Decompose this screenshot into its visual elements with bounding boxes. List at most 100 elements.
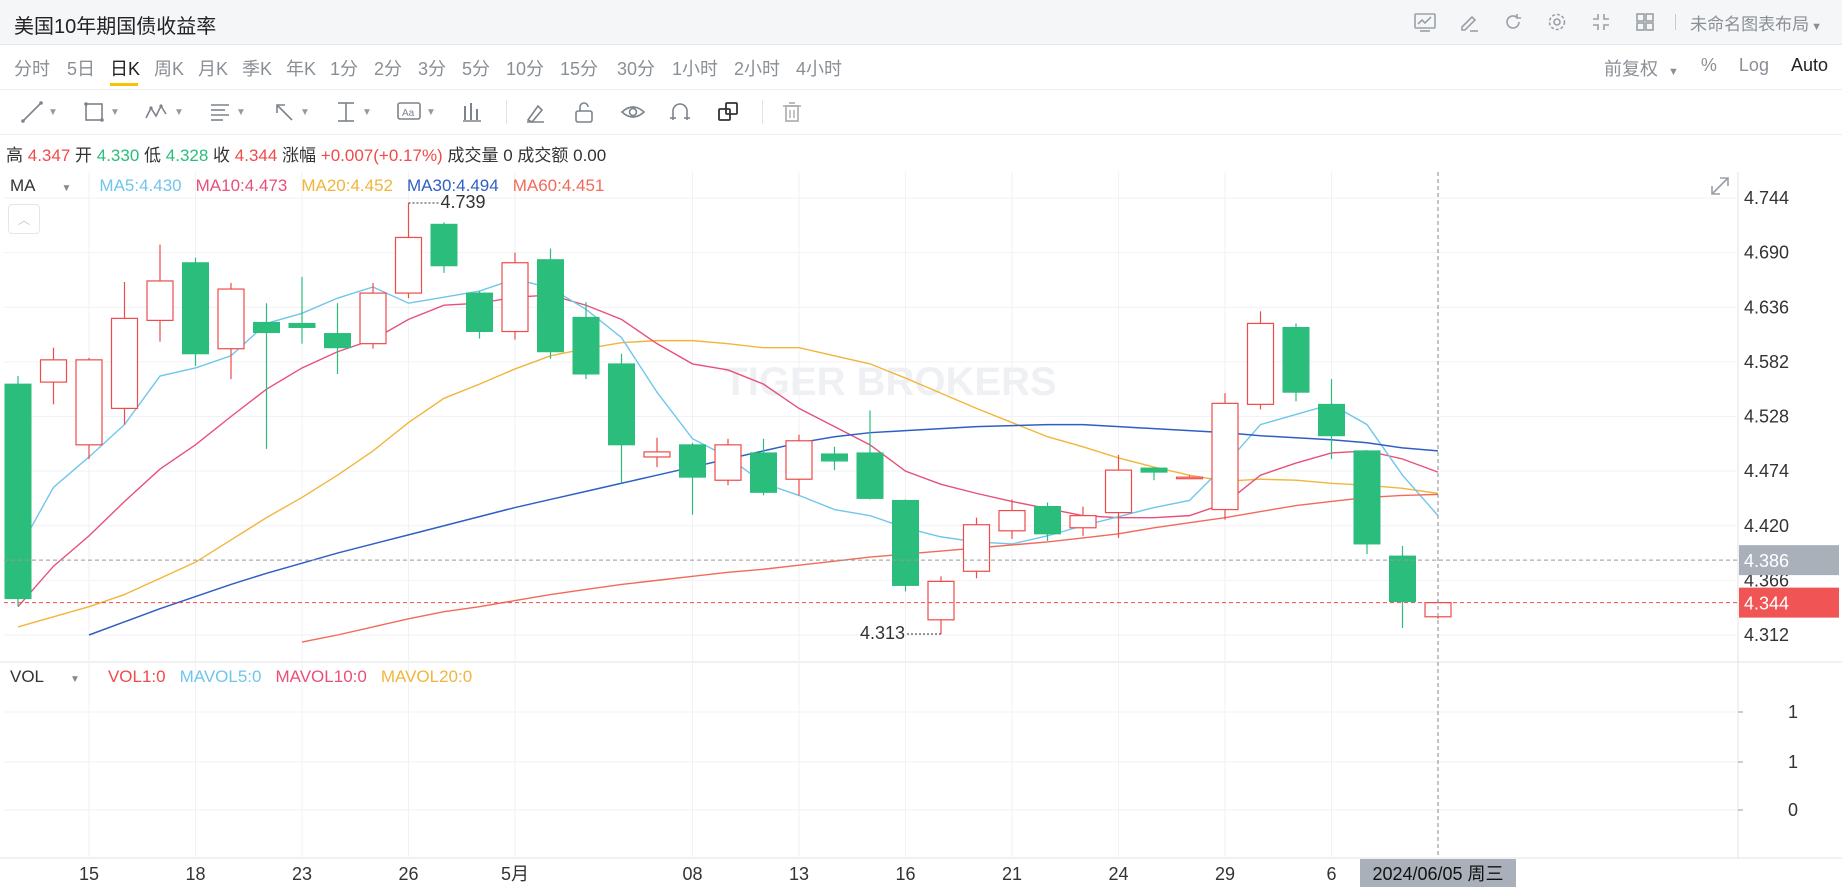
candle-body-up bbox=[643, 451, 671, 458]
auto-toggle[interactable]: Auto bbox=[1790, 55, 1828, 75]
expand-icon bbox=[1711, 177, 1729, 195]
period-tab[interactable]: 1分 bbox=[330, 59, 359, 79]
edit-icon[interactable] bbox=[1455, 8, 1483, 36]
period-tab[interactable]: 周K bbox=[154, 59, 185, 79]
trendline-tool[interactable]: ▼ bbox=[20, 98, 58, 126]
date-tick-label: 13 bbox=[789, 864, 809, 884]
candle-body-up bbox=[1104, 469, 1133, 514]
svg-text:Aa: Aa bbox=[402, 108, 415, 119]
price-tick-label: 4.312 bbox=[1744, 625, 1789, 645]
magnet-icon bbox=[670, 103, 690, 120]
period-tab[interactable]: 4小时 bbox=[796, 59, 843, 79]
period-tab[interactable]: 年K bbox=[286, 59, 317, 79]
date-tick-label: 26 bbox=[398, 864, 418, 884]
adjust-label: 前复权 bbox=[1604, 59, 1659, 79]
date-tick-label: 21 bbox=[1002, 864, 1022, 884]
price-tick-label: 4.582 bbox=[1744, 352, 1789, 372]
collapse-legend-button[interactable]: ︿ bbox=[8, 204, 40, 234]
bar-pattern-tool[interactable] bbox=[460, 98, 484, 126]
ma-indicator-selector[interactable]: MA ▼ bbox=[10, 176, 85, 196]
period-tab[interactable]: 分时 bbox=[14, 59, 50, 79]
delete-tool[interactable] bbox=[780, 98, 804, 126]
candle-body-down bbox=[1318, 403, 1345, 437]
candle-body-up bbox=[1175, 476, 1204, 480]
lock-tool[interactable] bbox=[572, 98, 596, 126]
period-tab[interactable]: 2小时 bbox=[734, 59, 781, 79]
period-tab[interactable]: 3分 bbox=[418, 59, 447, 79]
vol1-value: VOL1:0 bbox=[107, 667, 166, 686]
visibility-tool[interactable] bbox=[620, 98, 646, 126]
period-tab[interactable]: 30分 bbox=[617, 59, 656, 79]
layout-grid-icon[interactable] bbox=[1631, 8, 1659, 36]
candle-body-up bbox=[146, 280, 174, 322]
change-value: +0.007(+0.17%) bbox=[320, 146, 443, 165]
adjust-selector[interactable]: 前复权 ▼ bbox=[1582, 55, 1679, 81]
drawing-toolbar: ▼ ▼ ▼ ▼ ▼ ▼ Aa ▼ bbox=[0, 90, 1842, 135]
log-toggle[interactable]: Log bbox=[1738, 55, 1769, 75]
refresh-icon[interactable] bbox=[1499, 8, 1527, 36]
period-tab[interactable]: 5日 bbox=[67, 59, 96, 79]
last-price-tag bbox=[1739, 587, 1839, 618]
indicator-icon[interactable] bbox=[1411, 8, 1439, 36]
period-tab[interactable]: 10分 bbox=[506, 59, 545, 79]
period-tab[interactable]: 2分 bbox=[374, 59, 403, 79]
measure-tool[interactable]: ▼ bbox=[334, 98, 372, 126]
vol-name: VOL bbox=[10, 667, 45, 686]
period-tab[interactable]: 月K bbox=[198, 59, 229, 79]
candle-body-up bbox=[714, 444, 742, 481]
candle-body-up bbox=[962, 524, 991, 572]
period-tab[interactable]: 季K bbox=[242, 59, 273, 79]
crosshair-date-tag bbox=[1360, 859, 1516, 887]
period-tab[interactable]: 1小时 bbox=[672, 59, 719, 79]
magnet-tool[interactable] bbox=[668, 98, 692, 126]
period-bar: 分时 5日 日K 周K 月K 季K 年K 1分 2分 3分 5分 10分 15分… bbox=[0, 45, 1842, 90]
period-tab[interactable]: 15分 bbox=[560, 59, 599, 79]
candle-body-up bbox=[394, 236, 423, 294]
fibonacci-icon bbox=[211, 104, 229, 121]
settings-icon[interactable] bbox=[1543, 8, 1571, 36]
candle-body-down bbox=[679, 444, 706, 478]
price-tick-label: 4.690 bbox=[1744, 243, 1789, 263]
crosshair-date-text: 2024/06/05 周三 bbox=[1372, 864, 1503, 884]
mavol20-value: MAVOL20:0 bbox=[380, 667, 473, 686]
low-label: 低 bbox=[144, 146, 162, 165]
ma5-value: MA5:4.430 bbox=[99, 176, 182, 195]
layout-selector[interactable]: 未命名图表布局 ▼ bbox=[1690, 10, 1822, 35]
open-value: 4.330 bbox=[96, 146, 140, 165]
percent-toggle[interactable]: % bbox=[1700, 55, 1717, 75]
candle-body-down bbox=[4, 383, 32, 600]
candle-body-down bbox=[608, 363, 635, 446]
last-price-text: 4.344 bbox=[1744, 594, 1789, 614]
candle-body-down bbox=[253, 321, 280, 334]
unlock-icon bbox=[575, 102, 593, 123]
candle-body-down bbox=[1282, 326, 1310, 393]
high-value: 4.347 bbox=[27, 146, 71, 165]
ma60-line bbox=[301, 493, 1439, 643]
candle-body-down bbox=[892, 499, 919, 586]
toolbar-divider bbox=[1675, 14, 1677, 30]
candle-body-up bbox=[217, 288, 245, 350]
crosshair-price-text: 4.386 bbox=[1744, 551, 1789, 571]
fullscreen-icon[interactable] bbox=[1587, 8, 1615, 36]
date-tick-label: 08 bbox=[682, 864, 702, 884]
pattern-tool[interactable]: ▼ bbox=[144, 98, 184, 126]
change-label: 涨幅 bbox=[282, 146, 317, 165]
date-tick-label: 15 bbox=[79, 864, 99, 884]
vol-indicator-selector[interactable]: VOL ▼ bbox=[10, 667, 94, 687]
turnover-label: 成交额 bbox=[517, 146, 569, 165]
mavol10-value: MAVOL10:0 bbox=[275, 667, 367, 686]
rectangle-tool[interactable]: ▼ bbox=[82, 98, 120, 126]
arrow-tool[interactable]: ▼ bbox=[272, 98, 310, 126]
brush-tool[interactable] bbox=[524, 98, 548, 126]
link-tool[interactable] bbox=[716, 98, 740, 126]
ma10-line bbox=[17, 294, 1439, 608]
candle-body-up bbox=[927, 580, 955, 621]
price-tick-label: 4.636 bbox=[1744, 297, 1789, 317]
candle-body-up bbox=[1069, 515, 1097, 529]
text-tool[interactable]: Aa ▼ bbox=[396, 98, 436, 126]
fibonacci-tool[interactable]: ▼ bbox=[208, 98, 246, 126]
period-tab[interactable]: 5分 bbox=[462, 59, 491, 79]
period-tab-active[interactable]: 日K bbox=[110, 59, 141, 79]
candle-body-down bbox=[821, 453, 848, 462]
